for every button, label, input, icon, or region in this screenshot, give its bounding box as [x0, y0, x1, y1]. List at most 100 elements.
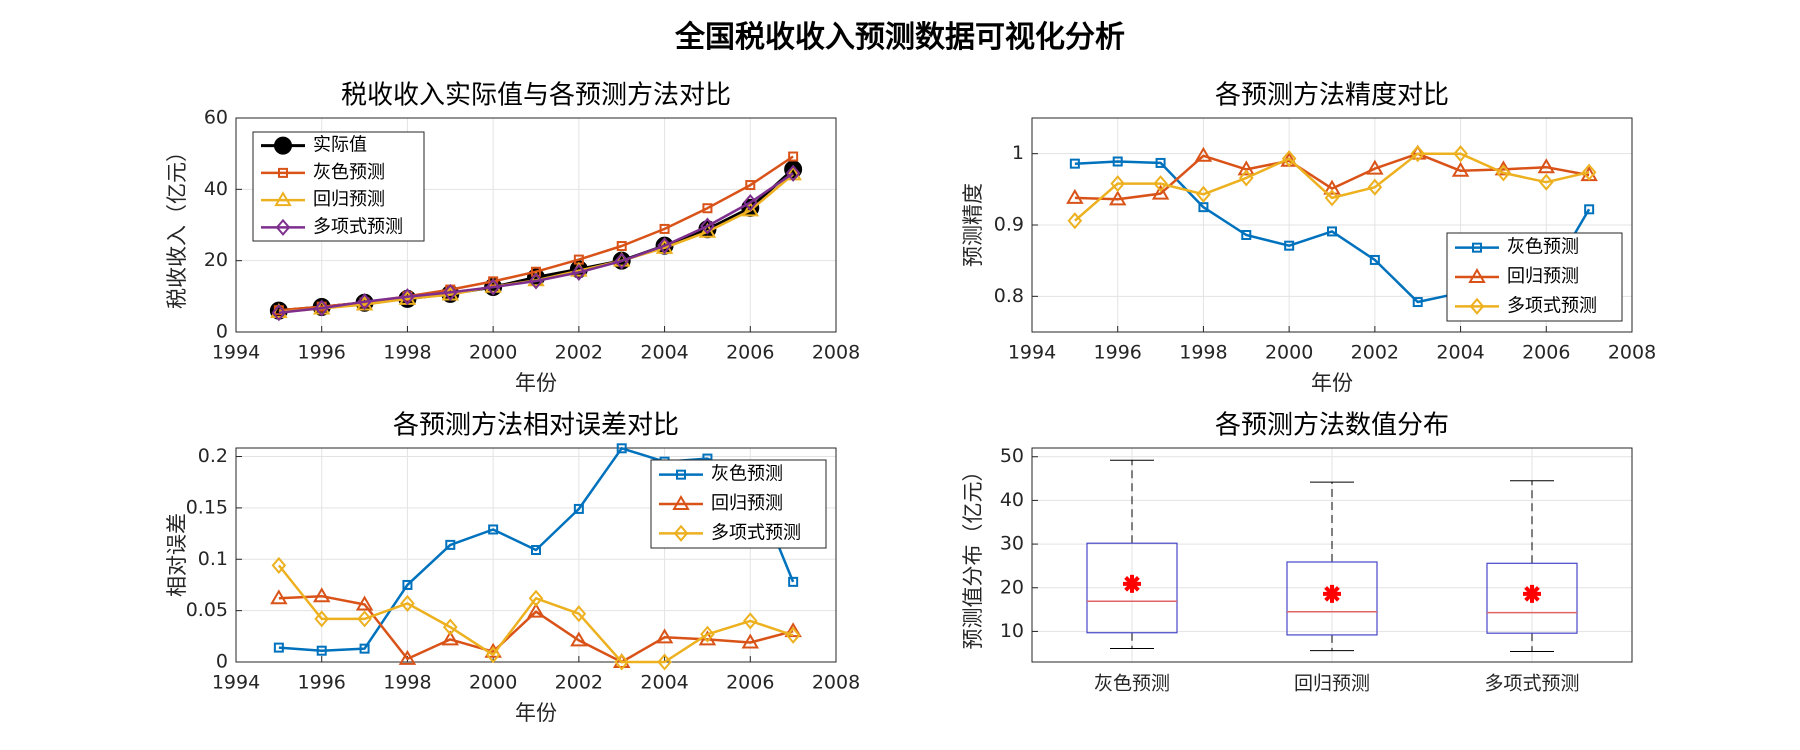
data-point — [655, 628, 674, 644]
data-point — [1323, 179, 1341, 195]
data-point — [1238, 169, 1254, 187]
legend-marker — [1469, 297, 1485, 315]
x-tick-label: 2004 — [640, 342, 688, 364]
mean-marker — [1323, 584, 1341, 603]
y-tick-label: 40 — [204, 178, 228, 200]
data-point — [359, 643, 370, 654]
data-point — [788, 576, 799, 587]
data-point — [741, 633, 760, 649]
data-point — [442, 283, 458, 301]
x-tick-label: 多项式预测 — [1484, 673, 1579, 695]
data-point — [741, 201, 760, 217]
data-point — [531, 266, 541, 277]
data-point — [788, 151, 799, 162]
data-point — [531, 545, 541, 556]
x-tick-label: 2008 — [1608, 342, 1656, 364]
y-tick-label: 0.9 — [994, 214, 1024, 236]
x-tick-label: 回归预测 — [1294, 673, 1370, 695]
data-point — [442, 618, 458, 636]
chart-title: 各预测方法相对误差对比 — [393, 411, 679, 441]
series-line — [277, 564, 794, 664]
data-point — [571, 263, 587, 281]
x-tick-label: 2000 — [469, 672, 517, 694]
legend-marker — [676, 469, 686, 480]
data-point — [402, 579, 413, 590]
y-tick-label: 0.8 — [994, 285, 1024, 307]
series-line — [1074, 152, 1590, 222]
data-point — [1324, 189, 1340, 207]
iqr-box — [1486, 562, 1578, 634]
series-2 — [1067, 145, 1597, 230]
x-tick-label: 2008 — [812, 672, 860, 694]
plot-area-frame — [235, 117, 837, 333]
iqr-box — [1086, 542, 1178, 634]
data-point — [485, 646, 501, 664]
legend-marker — [1472, 242, 1482, 253]
y-tick-label: 60 — [204, 107, 228, 129]
series-3 — [271, 164, 801, 322]
y-tick-label: 50 — [1000, 445, 1024, 467]
data-point — [400, 594, 415, 612]
data-point — [273, 642, 284, 653]
legend-label: 多项式预测 — [313, 216, 403, 237]
chart-panel-bl: 1994 1996 1998 2000 2002 2004 2006 2008 0 0.05 0.1… — [165, 411, 860, 726]
series-line — [278, 447, 795, 652]
x-tick-label: 1996 — [1094, 342, 1142, 364]
y-axis-label: 税收收入（亿元） — [165, 141, 189, 309]
mean-marker — [1123, 574, 1141, 593]
data-point — [1066, 188, 1084, 204]
x-tick-label: 2006 — [726, 672, 774, 694]
data-point — [657, 237, 672, 255]
box-2: 多项式预测 — [1484, 480, 1580, 695]
data-point — [488, 276, 499, 287]
x-tick-label: 1998 — [383, 342, 431, 364]
legend-marker — [275, 218, 291, 236]
y-axis-label: 预测值分布（亿元） — [961, 461, 985, 650]
data-point — [357, 610, 372, 628]
x-tick-label: 2000 — [469, 342, 517, 364]
data-point — [528, 589, 544, 607]
data-point — [1110, 175, 1126, 193]
data-point — [527, 602, 545, 618]
data-point — [784, 622, 802, 638]
data-point — [700, 625, 715, 643]
x-tick-label: 1994 — [1008, 342, 1056, 364]
data-point — [1155, 157, 1166, 168]
data-point — [1237, 160, 1256, 176]
box-0: 灰色预测 — [1086, 459, 1178, 695]
chart-title: 各预测方法精度对比 — [1215, 81, 1449, 111]
data-point — [614, 653, 630, 671]
legend-marker — [274, 136, 292, 155]
data-point — [1196, 185, 1211, 203]
data-point — [1069, 158, 1080, 169]
data-point — [571, 605, 587, 623]
data-point — [1366, 159, 1384, 175]
legend-marker — [1468, 268, 1486, 283]
legend-label: 灰色预测 — [1507, 237, 1579, 258]
y-tick-label: 0.05 — [186, 599, 228, 621]
y-tick-label: 20 — [1000, 576, 1024, 598]
data-point — [1494, 160, 1513, 176]
y-tick-label: 10 — [1000, 620, 1024, 642]
data-point — [616, 443, 627, 454]
data-point — [1451, 161, 1470, 177]
data-point — [616, 241, 627, 252]
data-point — [270, 589, 288, 605]
data-point — [1153, 175, 1168, 193]
data-point — [570, 631, 588, 647]
y-tick-label: 0.15 — [186, 496, 228, 518]
data-point — [1537, 158, 1556, 174]
data-point — [1198, 202, 1209, 213]
x-tick-label: 2002 — [1351, 342, 1399, 364]
x-tick-label: 1998 — [383, 672, 431, 694]
data-point — [314, 610, 330, 628]
data-point — [1284, 240, 1295, 251]
legend-label: 回归预测 — [313, 189, 385, 210]
x-tick-label: 2008 — [812, 342, 860, 364]
x-tick-label: 1996 — [298, 672, 346, 694]
data-point — [742, 193, 758, 212]
